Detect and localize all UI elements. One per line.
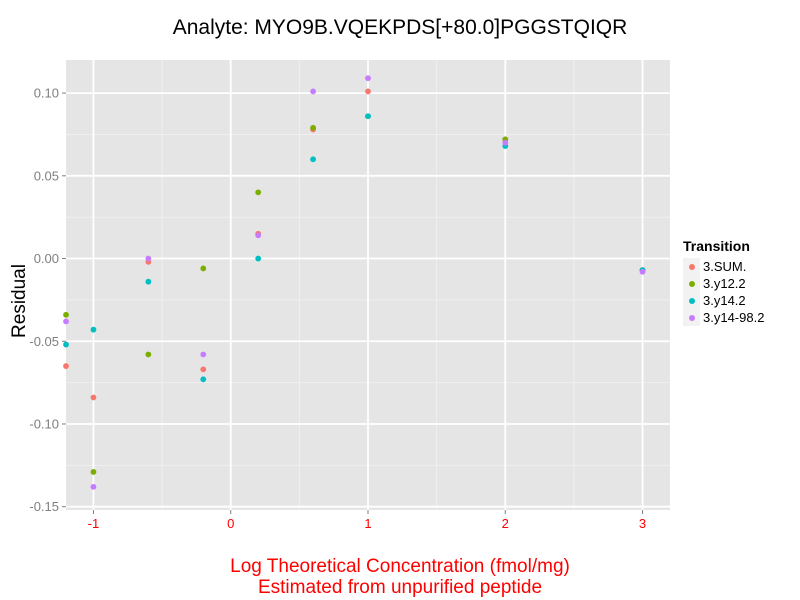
legend-item: 3.y14-98.2 bbox=[683, 309, 764, 326]
data-point bbox=[365, 113, 371, 120]
data-point bbox=[255, 232, 262, 239]
data-point bbox=[145, 255, 152, 262]
x-tick-label: 2 bbox=[502, 516, 509, 531]
data-point bbox=[200, 351, 207, 358]
legend-item: 3.SUM. bbox=[683, 258, 764, 275]
legend-title: Transition bbox=[683, 238, 750, 254]
data-point bbox=[63, 318, 69, 325]
data-point bbox=[200, 366, 207, 373]
data-point bbox=[90, 469, 97, 475]
legend-key bbox=[683, 292, 700, 309]
y-tick-label: -0.10 bbox=[29, 416, 59, 431]
legend-key bbox=[683, 258, 700, 275]
data-point bbox=[145, 351, 152, 358]
legend-label: 3.y12.2 bbox=[703, 276, 746, 291]
data-point bbox=[200, 265, 207, 272]
data-point bbox=[255, 255, 262, 262]
legend-label: 3.y14.2 bbox=[703, 293, 746, 308]
data-point bbox=[90, 394, 97, 401]
data-point bbox=[365, 75, 371, 82]
legend-dot bbox=[688, 297, 695, 304]
data-point bbox=[310, 124, 316, 131]
data-point bbox=[255, 189, 262, 196]
legend-dot bbox=[688, 314, 695, 321]
x-tick-label: -1 bbox=[88, 516, 100, 531]
y-tick-label: -0.05 bbox=[29, 334, 59, 349]
y-tick-label: 0.10 bbox=[34, 86, 59, 101]
x-axis-label-line1: Log Theoretical Concentration (fmol/mg) bbox=[230, 556, 570, 577]
data-point bbox=[63, 311, 69, 318]
y-tick-label: 0.00 bbox=[34, 251, 59, 266]
legend-label: 3.SUM. bbox=[703, 259, 747, 274]
data-point bbox=[502, 139, 509, 146]
x-tick-label: 0 bbox=[227, 516, 234, 531]
data-point bbox=[639, 268, 646, 275]
legend-label: 3.y14-98.2 bbox=[703, 310, 765, 325]
y-tick-label: 0.05 bbox=[34, 168, 59, 183]
legend-item: 3.y12.2 bbox=[683, 275, 764, 292]
legend-key bbox=[683, 275, 700, 292]
chart-title: Analyte: MYO9B.VQEKPDS[+80.0]PGGSTQIQR bbox=[172, 16, 628, 39]
y-tick-label: -0.15 bbox=[29, 499, 59, 514]
data-point bbox=[310, 88, 316, 95]
data-point bbox=[90, 483, 97, 490]
y-axis-label: Residual bbox=[9, 264, 30, 338]
x-axis-label: Log Theoretical Concentration (fmol/mg) … bbox=[0, 556, 800, 598]
data-point bbox=[63, 341, 69, 348]
data-point bbox=[63, 363, 69, 369]
legend: Transition 3.SUM. 3.y12.2 3.y14.2 3.y14-… bbox=[683, 238, 764, 326]
data-point bbox=[200, 376, 207, 383]
legend-dot bbox=[688, 263, 695, 270]
data-point bbox=[310, 156, 316, 163]
legend-dot bbox=[688, 280, 695, 287]
legend-key bbox=[683, 309, 700, 326]
legend-item: 3.y14.2 bbox=[683, 292, 764, 309]
data-point bbox=[145, 278, 152, 285]
x-tick-label: 3 bbox=[639, 516, 646, 531]
x-tick-label: 1 bbox=[364, 516, 371, 531]
data-point bbox=[90, 326, 97, 333]
data-point bbox=[365, 88, 371, 95]
x-axis-label-line2: Estimated from unpurified peptide bbox=[257, 577, 543, 598]
